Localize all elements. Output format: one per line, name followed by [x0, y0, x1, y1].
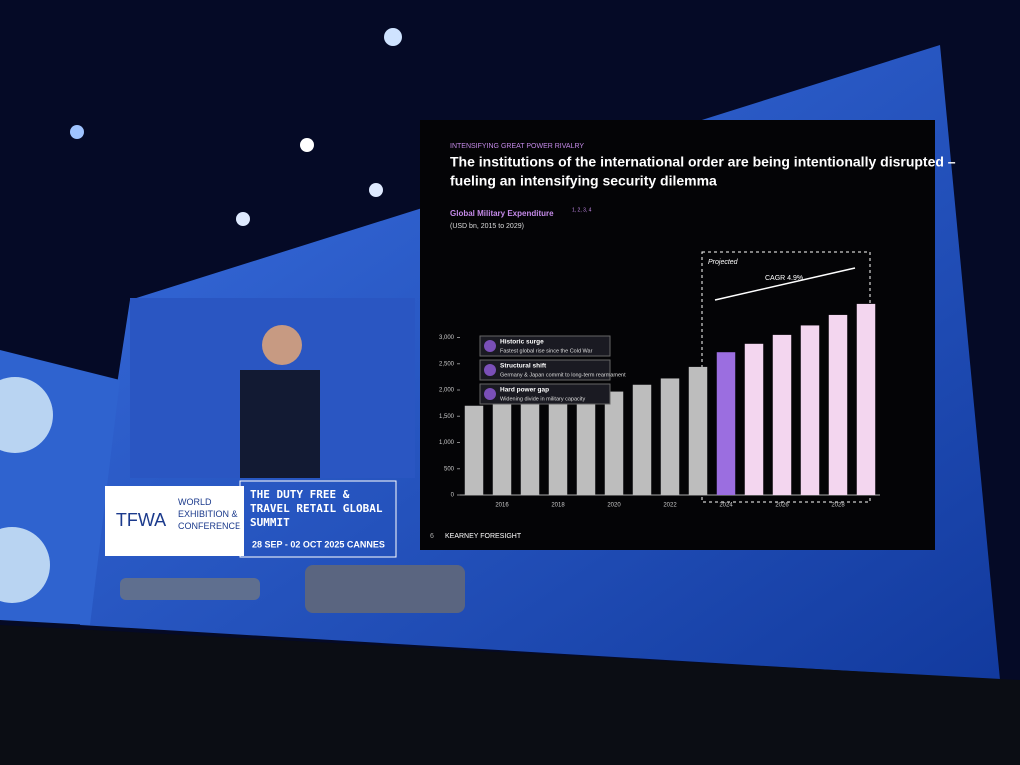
page-number: 6 — [430, 533, 434, 540]
x-tick-label: 2020 — [607, 503, 621, 509]
event-wrap: WORLD EXHIBITION & CONFERENCE — [178, 497, 242, 531]
x-tick-label: 2026 — [775, 503, 789, 509]
callout-icon — [484, 340, 496, 352]
bar — [660, 378, 680, 495]
stage-light — [236, 212, 250, 226]
x-tick-label: 2022 — [663, 503, 677, 509]
y-tick-label: 2,000 — [439, 388, 455, 394]
kicker: INTENSIFYING GREAT POWER RIVALRY — [450, 143, 584, 150]
stage — [0, 625, 1020, 765]
stage-light — [70, 125, 84, 139]
bar — [800, 325, 820, 495]
callout-text: Widening divide in military capacity — [500, 396, 586, 402]
y-tick-label: 1,000 — [439, 440, 455, 446]
speaker-head — [262, 325, 302, 365]
sky-circle — [0, 527, 50, 603]
logo: TFWA — [116, 510, 166, 530]
sofa — [120, 578, 260, 600]
callout-icon — [484, 364, 496, 376]
slide-title: fueling an intensifying security dilemma — [450, 173, 717, 189]
bar — [744, 343, 764, 495]
callout-box — [479, 383, 611, 405]
x-tick-label: 2016 — [495, 503, 509, 509]
y-tick-label: 2,500 — [439, 361, 455, 367]
callout-title: Hard power gap — [500, 387, 549, 394]
y-tick-label: 1,500 — [439, 414, 455, 420]
bar — [632, 384, 652, 495]
callout-box — [479, 335, 611, 357]
summit: THE DUTY FREE & TRAVEL RETAIL GLOBAL SUM… — [250, 488, 383, 529]
callout-text: Germany & Japan commit to long-term rear… — [500, 372, 626, 378]
footer: KEARNEY FORESIGHT — [445, 533, 522, 540]
callout-title: Historic surge — [500, 339, 544, 346]
bar — [464, 405, 484, 495]
summit-box — [239, 480, 397, 558]
bar — [716, 352, 736, 495]
y-tick-label: 500 — [444, 466, 455, 472]
logo-box — [105, 486, 177, 556]
bar — [772, 334, 792, 495]
bar — [688, 366, 708, 495]
cagr: CAGR 4.9% — [765, 275, 803, 282]
cagr-arrow — [714, 267, 856, 301]
x-tick-label: 2028 — [831, 503, 845, 509]
bar — [492, 404, 512, 495]
chart-unit: (USD bn, 2015 to 2029) — [450, 223, 524, 230]
callout-title: Structural shift — [500, 363, 547, 370]
y-tick-label: 0 — [451, 493, 455, 499]
bar — [856, 303, 876, 495]
callout-text: Fastest global rise since the Cold War — [500, 348, 593, 354]
event: WORLD EXHIBITION & CONFERENCE — [178, 497, 242, 531]
callout-box — [479, 359, 611, 381]
bar — [548, 398, 568, 495]
bar — [604, 391, 624, 495]
summit-wrap: THE DUTY FREE & TRAVEL RETAIL GLOBAL SUM… — [250, 488, 383, 529]
bar — [520, 401, 540, 495]
x-tick-label: 2018 — [551, 503, 565, 509]
slide-title: The institutions of the international or… — [450, 154, 956, 170]
speaker — [240, 370, 320, 478]
chart-subtitle: Global Military Expenditure — [450, 209, 554, 218]
stage-light — [384, 28, 402, 46]
subtitle-note: 1, 2, 3, 4 — [572, 207, 592, 213]
y-tick-label: 3,000 — [439, 335, 455, 341]
sofa — [305, 565, 465, 613]
stage-light — [369, 183, 383, 197]
x-tick-label: 2024 — [719, 503, 733, 509]
event-box — [174, 486, 244, 556]
sky-circle — [0, 377, 53, 453]
projected-label: Projected — [708, 259, 739, 266]
bar — [828, 314, 848, 495]
bar — [576, 395, 596, 495]
dates: 28 SEP - 02 OCT 2025 CANNES — [252, 539, 385, 549]
callout-icon — [484, 388, 496, 400]
stage-light — [300, 138, 314, 152]
